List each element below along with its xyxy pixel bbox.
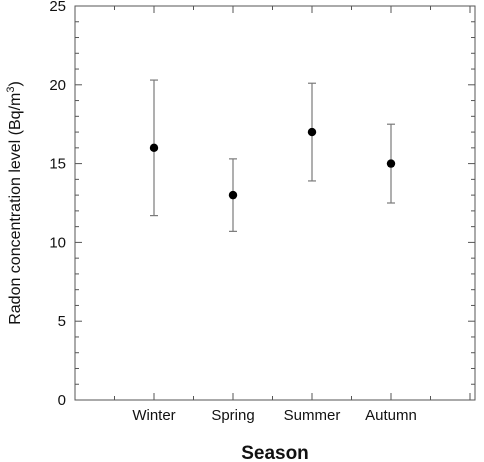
y-axis-title: Radon concentration level (Bq/m3): [5, 81, 24, 325]
y-axis-ticks: [75, 5, 475, 401]
data-point: [386, 159, 396, 168]
x-category-label: Autumn: [365, 407, 417, 424]
y-tick-label: 0: [58, 392, 66, 409]
x-axis-category-labels: Winter Spring Summer Autumn: [132, 407, 417, 424]
y-axis-title-main: Radon concentration level (Bq/m: [7, 93, 24, 325]
data-point: [149, 143, 159, 153]
plot-frame: [74, 5, 476, 401]
y-axis-title-superscript: 3: [5, 87, 17, 93]
y-tick-label: 15: [49, 156, 66, 173]
y-tick-label: 25: [49, 0, 66, 15]
y-axis-title-suffix: ): [7, 81, 24, 86]
y-axis-tick-labels: 0 5 10 15 20 25: [49, 0, 66, 409]
x-category-label: Spring: [211, 407, 254, 424]
y-tick-label: 20: [49, 77, 66, 94]
x-axis-title: Season: [241, 443, 309, 462]
data-points: [149, 127, 396, 200]
x-axis-ticks: [114, 6, 471, 400]
x-category-label: Winter: [132, 407, 175, 424]
data-point: [228, 190, 238, 200]
data-point: [307, 127, 317, 137]
error-bars: [150, 79, 395, 232]
y-tick-label: 10: [49, 234, 66, 251]
y-tick-label: 5: [58, 313, 66, 330]
x-category-label: Summer: [284, 407, 341, 424]
